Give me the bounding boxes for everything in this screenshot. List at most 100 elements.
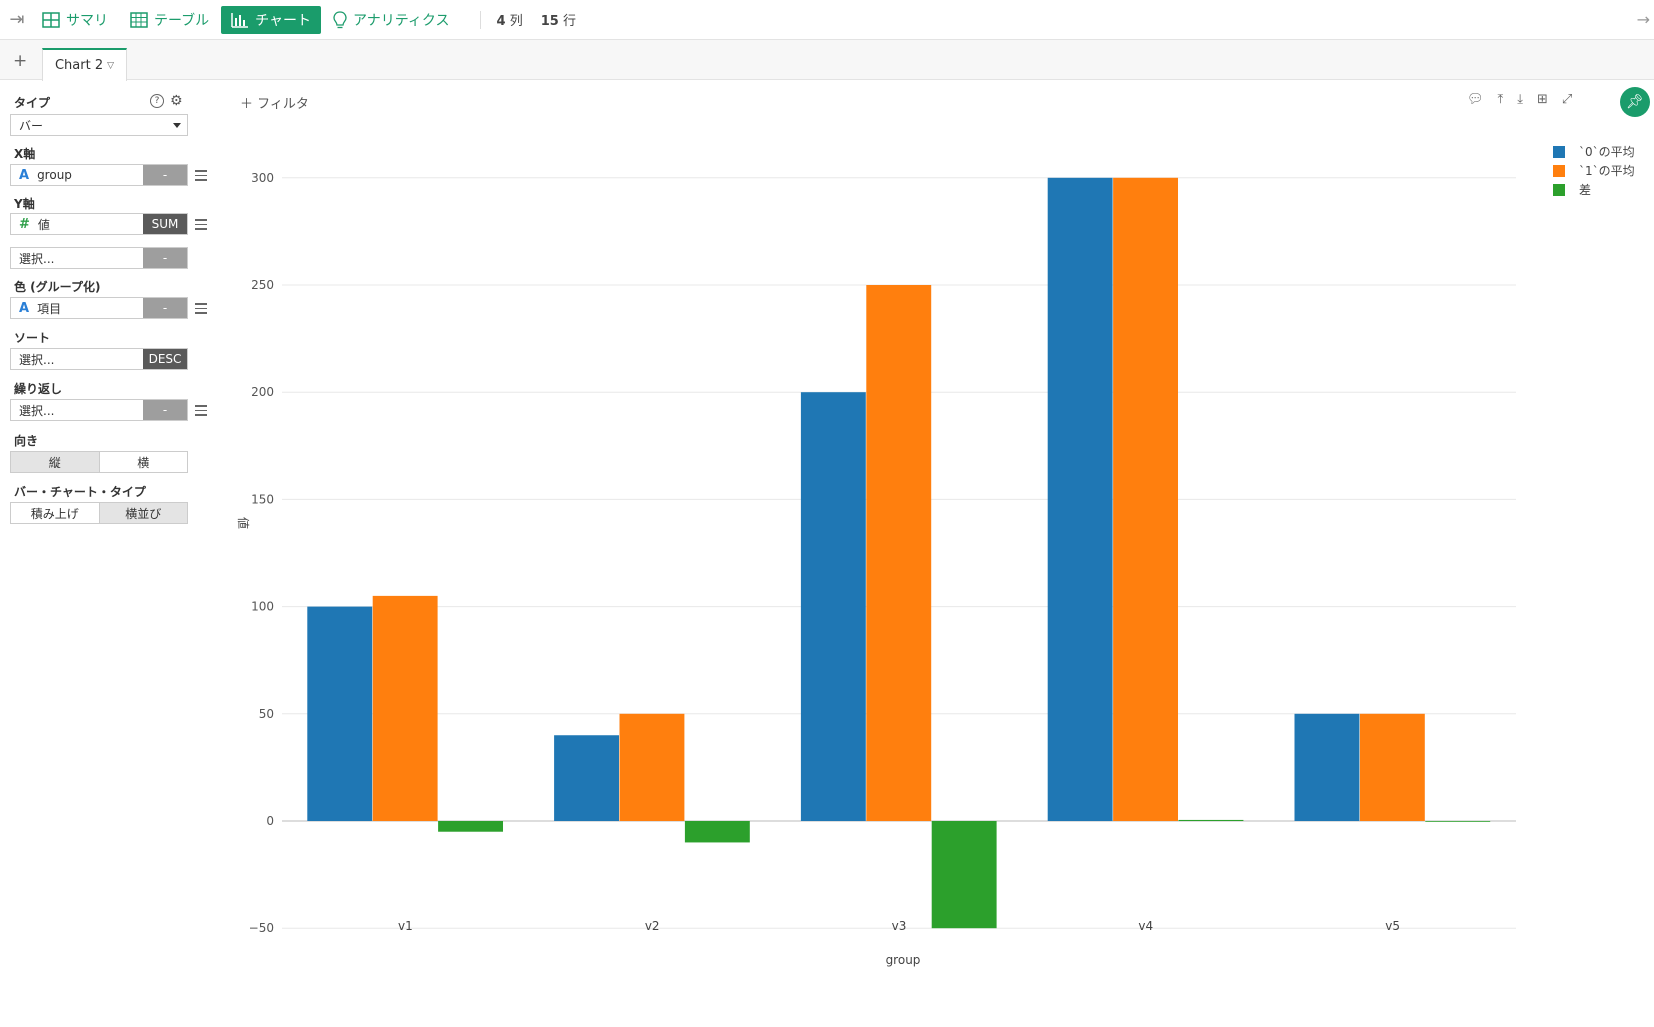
- color-aggregation[interactable]: -: [143, 298, 187, 318]
- bar[interactable]: [554, 735, 619, 821]
- bar[interactable]: [1425, 821, 1491, 822]
- orientation-label: 向き: [14, 434, 39, 448]
- x-axis-aggregation[interactable]: -: [143, 165, 187, 185]
- bar[interactable]: [619, 713, 685, 821]
- tab-analytics-label: アナリティクス: [353, 12, 450, 29]
- color-group-label: 色 (グループ化): [14, 280, 101, 294]
- dropdown-caret-icon: [173, 123, 181, 128]
- type-header-icons: ? ⚙: [150, 94, 183, 108]
- y-tick-label: 50: [259, 707, 274, 721]
- bar[interactable]: [684, 821, 750, 843]
- pin-icon[interactable]: 📌︎: [1620, 87, 1650, 117]
- comment-icon[interactable]: 💬︎: [1467, 92, 1484, 107]
- legend-item[interactable]: 差: [1553, 180, 1635, 199]
- tab-chart-2[interactable]: Chart 2 ▽: [42, 48, 127, 81]
- bar[interactable]: [800, 392, 866, 821]
- string-type-icon: A: [19, 167, 30, 183]
- chevron-down-icon[interactable]: ▽: [107, 60, 115, 71]
- bar[interactable]: [866, 285, 932, 821]
- collapse-sidebar-icon[interactable]: ⇥: [9, 9, 25, 30]
- x-axis-field-name: group: [37, 168, 72, 182]
- sort-label: ソート: [14, 331, 51, 345]
- orientation-horizontal-button[interactable]: 横: [98, 452, 188, 472]
- y-axis-field[interactable]: # 値 SUM: [10, 213, 188, 235]
- y-axis-aggregation[interactable]: SUM: [143, 214, 187, 234]
- legend-label: `0`の平均: [1579, 145, 1635, 159]
- sort-placeholder: 選択...: [19, 352, 55, 367]
- help-icon[interactable]: ?: [150, 94, 164, 108]
- upload-icon[interactable]: ⤒: [1497, 92, 1504, 107]
- menu-icon[interactable]: [195, 405, 207, 416]
- y-tick-label: −50: [249, 921, 274, 935]
- repeat-aggregation[interactable]: -: [143, 400, 187, 420]
- bar-chart: −50 0 50 100 150 200 250 300 v1 v2 v3 v4 v5 group 値: [236, 171, 1516, 967]
- bar-type-stacked-button[interactable]: 積み上げ: [30, 506, 79, 521]
- tab-table[interactable]: テーブル: [120, 6, 219, 34]
- bar-type-label: バー・チャート・タイプ: [14, 485, 146, 499]
- filter-label: フィルタ: [257, 97, 309, 112]
- bar-type-grouped-button[interactable]: 横並び: [98, 503, 187, 523]
- tab-summary-label: サマリ: [66, 12, 108, 29]
- legend-swatch: [1553, 183, 1565, 196]
- y-tick-label: 0: [266, 814, 274, 828]
- bar[interactable]: [1294, 713, 1360, 821]
- download-icon[interactable]: ⤓: [1517, 92, 1524, 107]
- y-axis-field-name: 値: [37, 217, 50, 232]
- bar[interactable]: [307, 606, 373, 821]
- type-label: タイプ: [14, 96, 51, 110]
- fullscreen-icon[interactable]: ⤢: [1561, 92, 1573, 107]
- chart-tab-bar: + Chart 2 ▽: [0, 40, 1654, 81]
- bar-layer: [307, 177, 1491, 929]
- bar[interactable]: [1047, 177, 1113, 822]
- x-axis-title: group: [886, 953, 921, 967]
- menu-icon[interactable]: [195, 303, 207, 314]
- chart-tab-label: Chart 2: [54, 58, 104, 73]
- chart-type-select[interactable]: バー: [10, 114, 188, 136]
- legend-item[interactable]: `1`の平均: [1553, 161, 1635, 180]
- y-tick-label: 200: [251, 385, 274, 399]
- add-chart-tab-icon[interactable]: +: [13, 51, 28, 71]
- orientation-vertical-button[interactable]: 縦: [11, 452, 99, 472]
- expand-right-icon[interactable]: →: [1636, 10, 1650, 29]
- bar[interactable]: [1178, 819, 1244, 821]
- table-view-icon[interactable]: ⊞: [1537, 92, 1548, 107]
- filter-button[interactable]: ＋ フィルタ: [240, 97, 309, 112]
- tab-table-label: テーブル: [154, 12, 210, 29]
- tick-layer: −50 0 50 100 150 200 250 300 v1 v2 v3 v4 v5: [249, 171, 1400, 935]
- menu-icon[interactable]: [195, 170, 207, 181]
- tab-analytics[interactable]: アナリティクス: [323, 6, 459, 34]
- y-axis-2-aggregation[interactable]: -: [143, 248, 187, 268]
- tab-chart-label: チャート: [255, 12, 312, 29]
- sort-field[interactable]: 選択... DESC: [10, 348, 188, 370]
- tab-chart[interactable]: チャート: [221, 5, 322, 34]
- legend-swatch: [1553, 164, 1565, 177]
- menu-icon[interactable]: [195, 219, 207, 230]
- legend-label: `1`の平均: [1579, 164, 1635, 178]
- chart-legend: `0`の平均 `1`の平均 差: [1553, 142, 1635, 199]
- table-icon: [130, 11, 148, 28]
- y-axis-2-placeholder: 選択...: [19, 251, 55, 266]
- bar[interactable]: [438, 821, 504, 832]
- bar[interactable]: [372, 595, 438, 821]
- legend-label: 差: [1579, 183, 1592, 197]
- lightbulb-icon: [333, 10, 347, 29]
- x-axis-label: X軸: [14, 147, 36, 161]
- orientation-toggle: 縦 横: [10, 451, 188, 473]
- bar[interactable]: [1113, 177, 1179, 822]
- bar[interactable]: [931, 821, 997, 929]
- gear-icon[interactable]: ⚙: [170, 93, 183, 109]
- color-field-name: 項目: [37, 301, 62, 316]
- legend-swatch: [1553, 145, 1565, 158]
- bar-chart-icon: [231, 12, 249, 28]
- color-field[interactable]: A 項目 -: [10, 297, 188, 319]
- x-tick-label: v2: [645, 919, 660, 933]
- sort-order-button[interactable]: DESC: [143, 349, 187, 369]
- tab-summary[interactable]: サマリ: [32, 6, 118, 34]
- repeat-field[interactable]: 選択... -: [10, 399, 188, 421]
- legend-item[interactable]: `0`の平均: [1553, 142, 1635, 161]
- bar[interactable]: [1359, 713, 1425, 821]
- y-axis-2-field[interactable]: 選択... -: [10, 247, 188, 269]
- chart-type-value: バー: [19, 118, 44, 133]
